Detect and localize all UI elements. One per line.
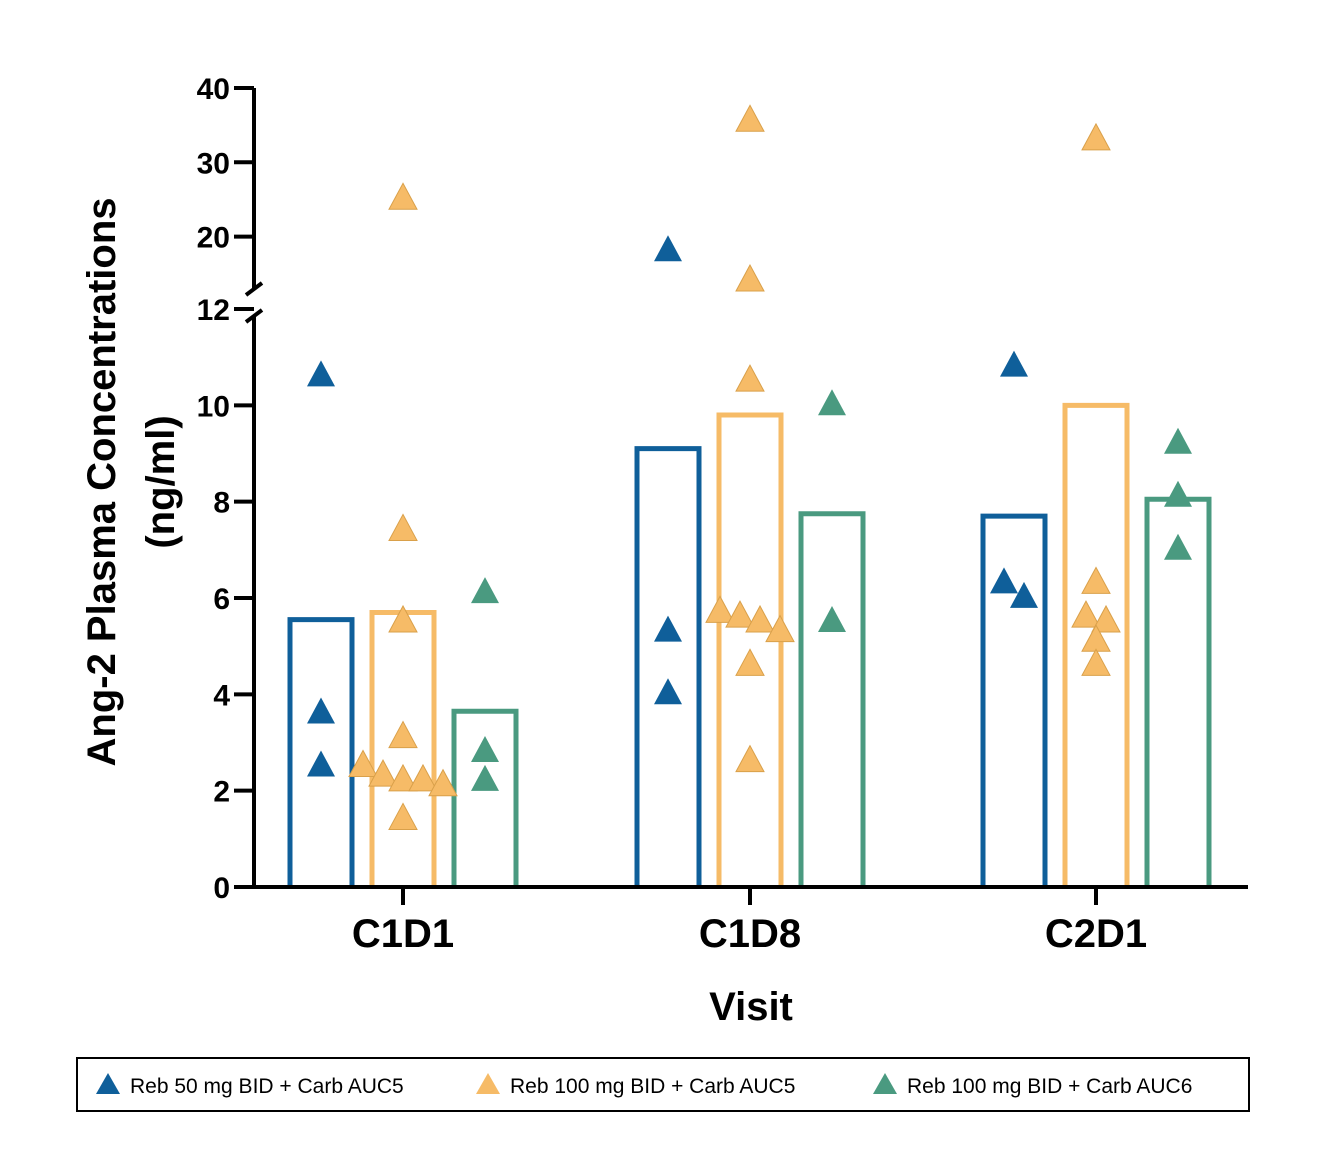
data-point — [471, 764, 499, 791]
x-tick-label: C2D1 — [1045, 912, 1147, 956]
data-point — [654, 235, 682, 262]
data-point — [307, 750, 335, 777]
data-point — [388, 182, 418, 210]
x-axis: C1D1 C1D8 C2D1 — [252, 885, 1248, 956]
data-point — [408, 763, 438, 792]
y-axis-title-line2: (ng/ml) — [139, 415, 183, 548]
legend-marker — [476, 1073, 500, 1094]
y-tick-label: 30 — [197, 147, 230, 180]
x-tick-label: C1D1 — [352, 912, 454, 956]
data-point — [388, 513, 418, 541]
y-tick-label: 0 — [213, 872, 230, 905]
data-point — [735, 263, 765, 292]
y-tick-label: 8 — [213, 487, 230, 520]
bar — [1062, 402, 1130, 885]
data-point — [725, 600, 755, 628]
data-point — [368, 759, 398, 787]
data-point — [990, 567, 1018, 594]
data-point — [471, 577, 499, 604]
legend-box — [76, 1057, 1250, 1112]
data-point — [654, 615, 682, 642]
y-tick-label: 10 — [197, 390, 230, 423]
data-point — [735, 648, 765, 676]
data-point — [705, 595, 735, 623]
y-tick-label: 4 — [213, 679, 230, 712]
legend-marker — [873, 1073, 897, 1094]
legend-label: Reb 100 mg BID + Carb AUC5 — [510, 1075, 795, 1098]
data-point — [654, 678, 682, 705]
data-point — [1091, 604, 1121, 633]
x-tick-label: C1D8 — [699, 912, 801, 956]
data-point — [1000, 350, 1028, 377]
axis-break-mark — [244, 281, 264, 297]
y-tick-label: 20 — [197, 222, 230, 255]
bar — [798, 511, 866, 885]
data-point — [1010, 581, 1038, 608]
y-tick-label: 40 — [197, 73, 230, 106]
bar — [369, 609, 437, 885]
data-point — [1071, 600, 1101, 628]
data-point — [745, 604, 775, 633]
axis-break-mark — [244, 308, 264, 324]
data-point — [818, 605, 846, 632]
legend-label: Reb 50 mg BID + Carb AUC5 — [130, 1075, 404, 1098]
data-point — [1081, 122, 1111, 151]
data-point — [471, 736, 499, 763]
data-point — [1081, 648, 1111, 676]
y-axis-title-line1: Ang-2 Plasma Concentrations — [80, 197, 124, 766]
data-point — [307, 697, 335, 724]
legend: Reb 50 mg BID + Carb AUC5 Reb 100 mg BID … — [76, 1057, 1250, 1112]
data-point — [735, 744, 765, 773]
bar — [634, 446, 702, 885]
data-point — [735, 364, 765, 392]
data-point — [348, 749, 378, 777]
data-point — [1164, 427, 1192, 454]
bars — [287, 402, 1212, 885]
bar — [716, 412, 784, 885]
legend-marker — [96, 1073, 120, 1094]
data-point — [388, 763, 418, 792]
y-tick-label: 12 — [197, 294, 230, 327]
data-point — [388, 604, 418, 633]
y-tick-label: 6 — [213, 583, 230, 616]
points — [307, 104, 1192, 830]
data-point — [428, 768, 458, 797]
legend-label: Reb 100 mg BID + Carb AUC6 — [907, 1075, 1192, 1098]
data-point — [388, 802, 418, 830]
data-point — [307, 360, 335, 387]
bar — [287, 617, 355, 885]
y-axis: 0 2 4 6 8 10 12 20 30 40 — [197, 73, 264, 905]
data-point — [765, 614, 795, 643]
data-point — [388, 720, 418, 749]
data-point — [1164, 533, 1192, 560]
data-point — [1164, 480, 1192, 507]
y-tick-label: 2 — [213, 776, 230, 809]
data-point — [1081, 566, 1111, 594]
data-point — [735, 104, 765, 132]
bar — [980, 513, 1048, 885]
x-axis-title: Visit — [709, 985, 793, 1029]
data-point — [818, 389, 846, 416]
bar — [451, 708, 519, 885]
